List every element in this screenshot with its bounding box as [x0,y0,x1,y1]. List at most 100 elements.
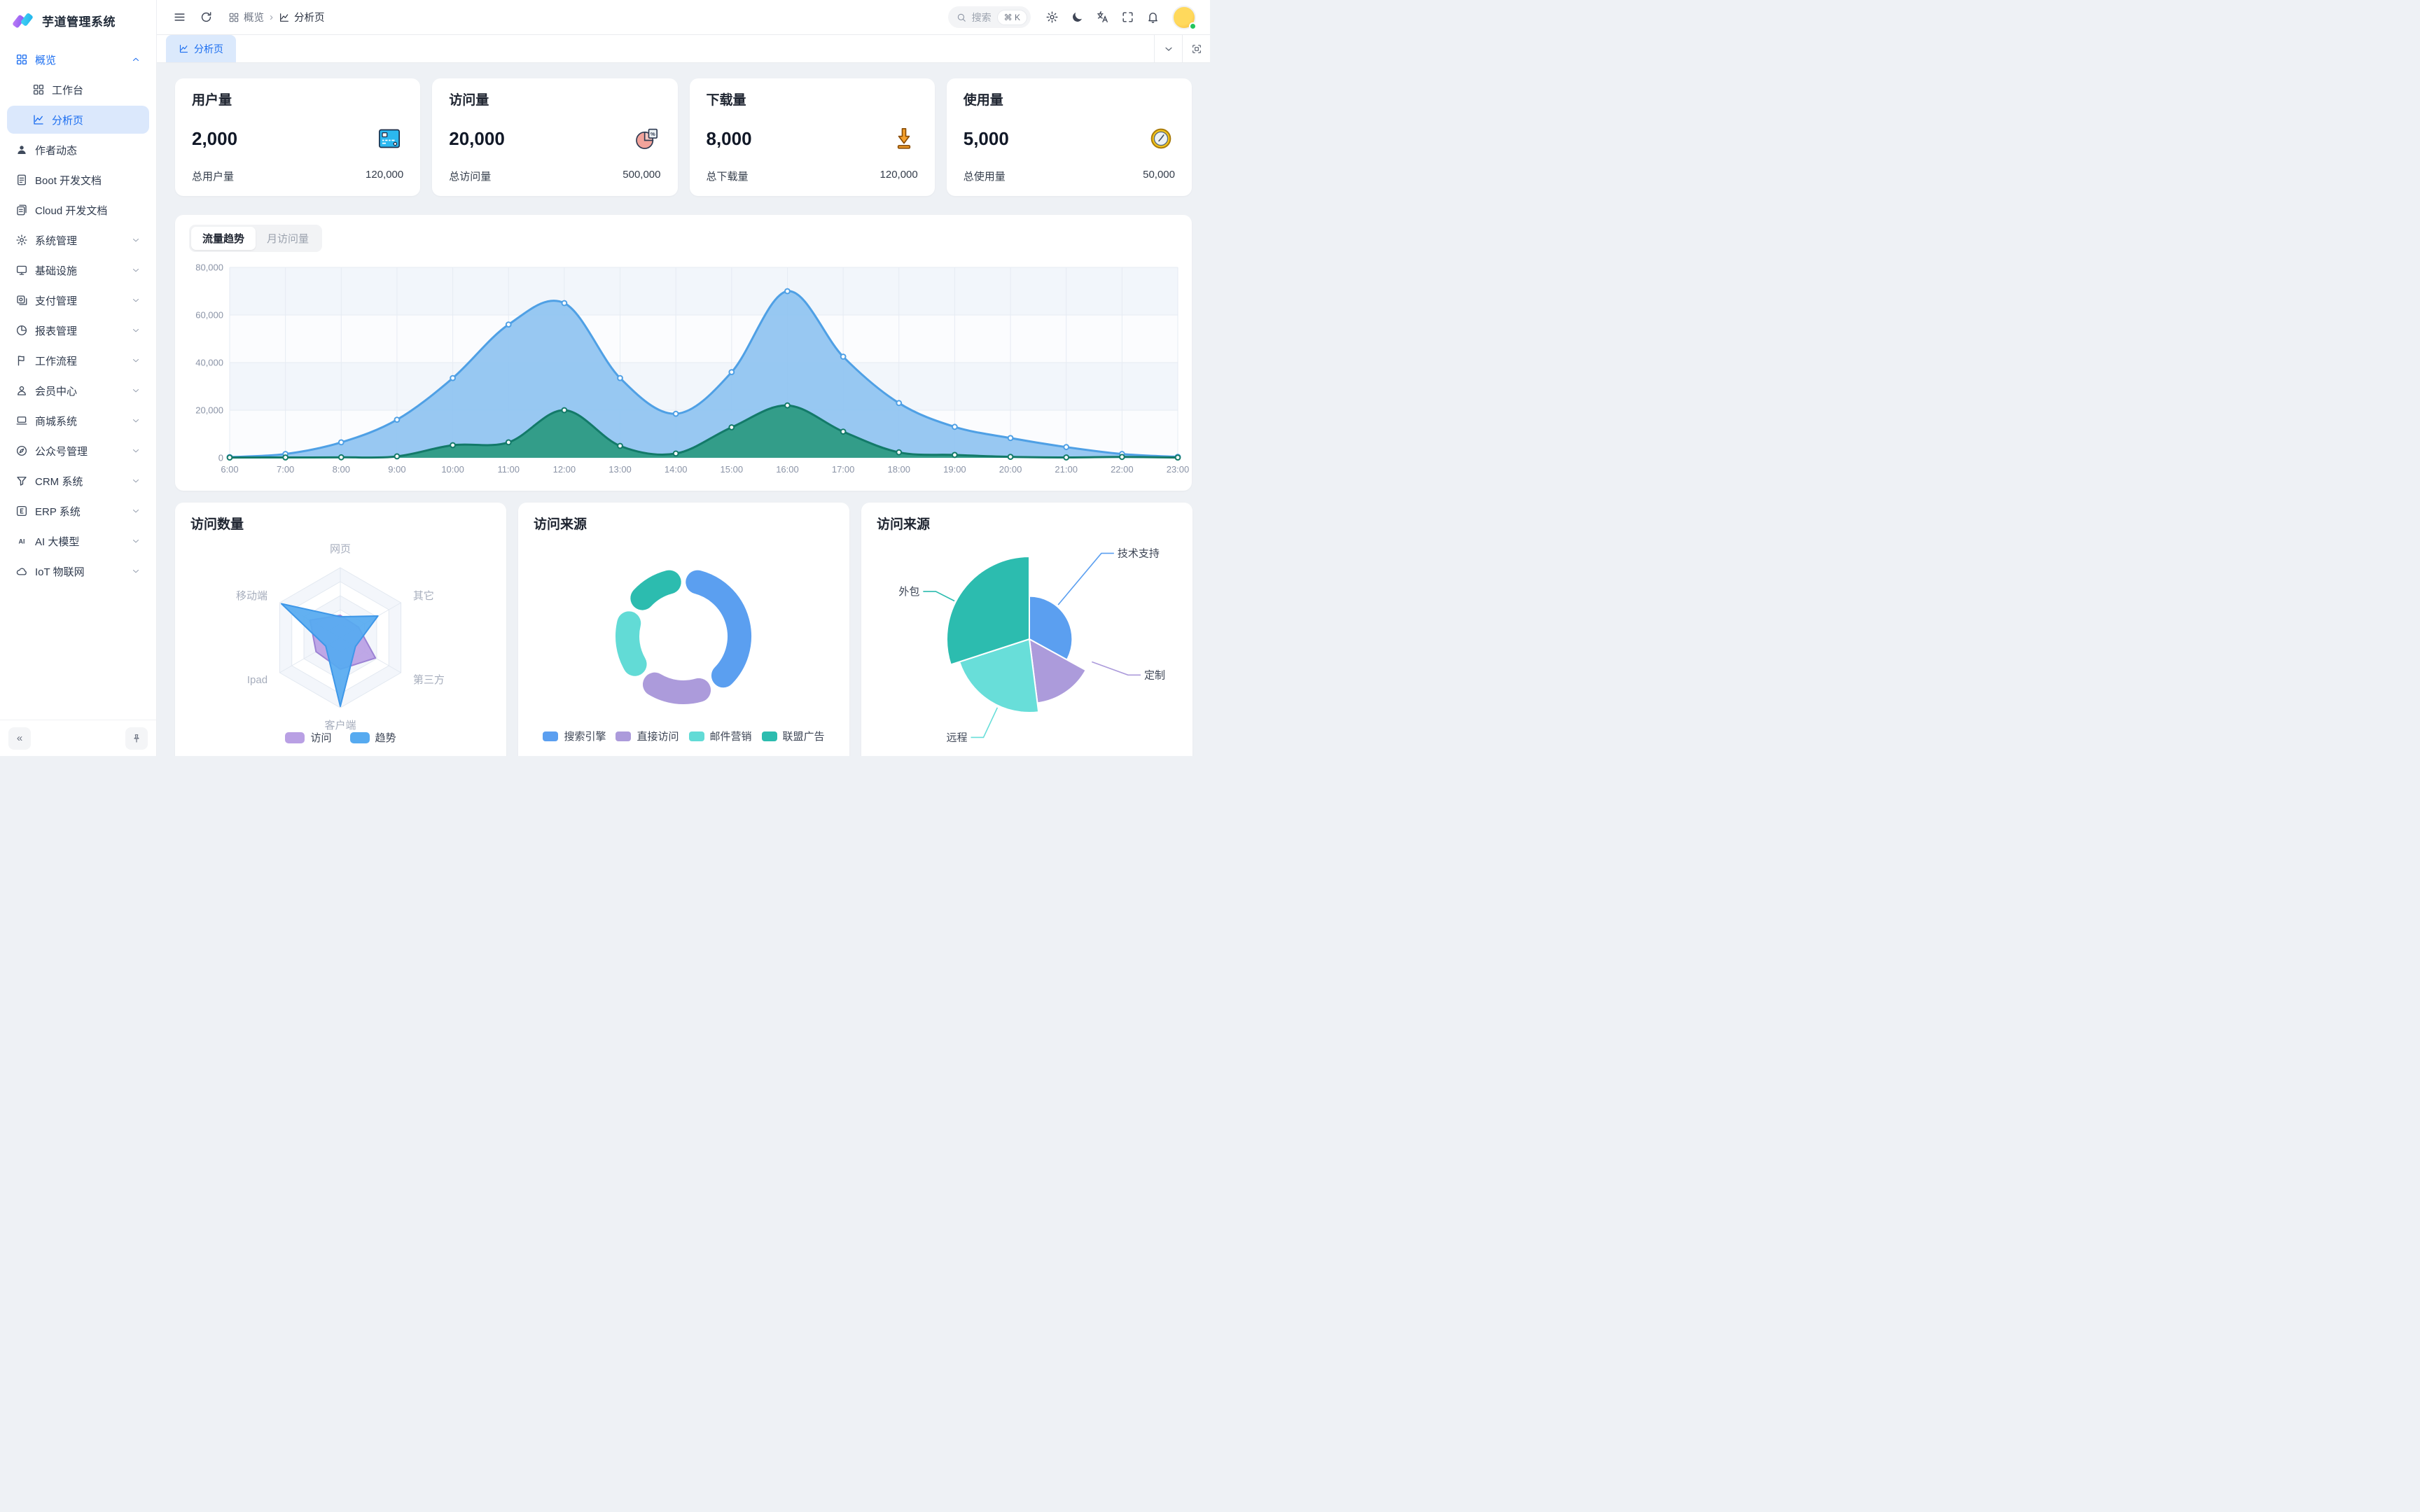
stat-value: 20,000 [449,127,505,149]
search-icon [957,13,966,22]
stat-value: 5,000 [963,127,1009,149]
stat-footer-value: 50,000 [1143,169,1175,181]
sidebar-item-IoT-物联网[interactable]: IoT 物联网 [7,557,149,585]
fullscreen-icon [1121,10,1134,24]
sidebar-item-label: 会员中心 [35,385,78,398]
menu-toggle-button[interactable] [168,6,190,29]
svg-text:17:00: 17:00 [832,464,855,475]
sidebar-item-ERP-系统[interactable]: ERP 系统 [7,497,149,525]
sidebar-item-系统管理[interactable]: 系统管理 [7,226,149,254]
sidebar-item-分析页[interactable]: 分析页 [7,106,149,134]
breadcrumb: 概览 › 分析页 [228,10,325,24]
sidebar-item-label: 公众号管理 [35,445,88,458]
notifications-button[interactable] [1141,6,1164,29]
svg-text:40,000: 40,000 [195,358,223,368]
sidebar-collapse-button[interactable]: « [8,727,31,750]
sidebar-item-AI-大模型[interactable]: AI AI 大模型 [7,527,149,555]
svg-text:第三方: 第三方 [413,673,445,686]
svg-text:%: % [650,131,655,137]
chart-icon [32,113,45,126]
monitor-icon [15,264,28,276]
hamburger-icon [173,10,186,24]
iot-icon [15,565,28,578]
settings-button[interactable] [1041,6,1063,29]
legend-item-搜索引擎[interactable]: 搜索引擎 [543,729,606,743]
legend-item-直接访问[interactable]: 直接访问 [616,729,679,743]
sidebar-item-label: 系统管理 [35,234,78,247]
refresh-button[interactable] [195,6,217,29]
stat-cards-row: 用户量 2,000 总用户量 120,000 访问量 20,000% 总访问量 500,000… [175,78,1192,196]
logo[interactable]: 芋道管理系统 [0,0,156,41]
legend-item-邮件营销[interactable]: 邮件营销 [688,729,752,743]
legend-item-趋势[interactable]: 趋势 [349,730,396,745]
erp-icon [15,505,28,517]
stat-card-使用量: 使用量 5,000 总使用量 50,000 [946,78,1192,196]
sidebar-item-基础设施[interactable]: 基础设施 [7,256,149,284]
maximize-content-button[interactable] [1182,35,1210,62]
online-status-dot [1189,22,1197,30]
legend-label: 搜索引擎 [564,731,606,743]
legend-item-联盟广告[interactable]: 联盟广告 [761,729,825,743]
breadcrumb-label: 分析页 [294,13,325,24]
stat-footer-label: 总用户量 [192,171,235,183]
card-title: 访问来源 [534,517,587,532]
sidebar-item-label: ERP 系统 [35,505,81,518]
svg-text:20,000: 20,000 [195,405,223,416]
shop-icon [15,414,28,427]
dark-mode-button[interactable] [1066,6,1088,29]
tabs-dropdown-button[interactable] [1154,35,1182,62]
chevron-down-icon [131,446,141,456]
legend-label: 邮件营销 [709,731,752,743]
traffic-trend-area-chart: 0 20,000 40,000 60,000 80,000 6:00 7:00 8:00 9:0… [195,262,1189,475]
breadcrumb-item-overview[interactable]: 概览 [228,10,264,24]
sidebar-item-商城系统[interactable]: 商城系统 [7,407,149,435]
radar-legend: 访问 趋势 [190,730,491,745]
sidebar-item-label: 分析页 [52,114,84,127]
chevron-down-icon [131,235,141,245]
svg-text:技术支持: 技术支持 [1118,547,1160,559]
sidebar-item-公众号管理[interactable]: 公众号管理 [7,437,149,465]
chevron-down-icon [131,265,141,275]
svg-text:客户端: 客户端 [324,720,356,732]
maximize-icon [1191,43,1202,55]
fullscreen-button[interactable] [1116,6,1139,29]
sidebar-item-工作流程[interactable]: 工作流程 [7,346,149,374]
sidebar-item-Boot-开发文档[interactable]: Boot 开发文档 [7,166,149,194]
traffic-trend-card: 流量趋势 月访问量 0 20,000 40,000 60,000 80,000 6:00 7… [175,215,1192,491]
breadcrumb-item-analysis[interactable]: 分析页 [279,10,325,24]
topbar-actions: 搜索 ⌘ K [947,5,1197,30]
svg-text:远程: 远程 [946,732,967,743]
sidebar-item-作者动态[interactable]: 作者动态 [7,136,149,164]
pie-doc-icon: % [633,125,661,153]
sidebar-item-label: 报表管理 [35,325,78,337]
page-content: 用户量 2,000 总用户量 120,000 访问量 20,000% 总访问量 500,000… [157,63,1210,756]
sidebar-item-label: Cloud 开发文档 [35,204,108,217]
sidebar-item-会员中心[interactable]: 会员中心 [7,377,149,405]
sidebar-item-支付管理[interactable]: 支付管理 [7,286,149,314]
segment-traffic-trend[interactable]: 流量趋势 [191,227,256,250]
sidebar-item-工作台[interactable]: 工作台 [7,76,149,104]
svg-text:定制: 定制 [1144,669,1165,681]
stat-title: 下载量 [706,93,746,108]
svg-text:12:00: 12:00 [553,464,576,475]
legend-swatch [349,732,370,743]
language-button[interactable] [1091,6,1113,29]
tab-analysis-page[interactable]: 分析页 [166,35,236,62]
sidebar-pin-button[interactable] [125,727,148,750]
search-input[interactable]: 搜索 ⌘ K [947,6,1031,28]
sidebar-item-Cloud-开发文档[interactable]: Cloud 开发文档 [7,196,149,224]
card-title: 访问数量 [190,517,244,532]
legend-item-访问[interactable]: 访问 [285,730,332,745]
sidebar-item-概览[interactable]: 概览 [7,46,149,74]
sidebar-item-CRM-系统[interactable]: CRM 系统 [7,467,149,495]
sidebar-item-报表管理[interactable]: 报表管理 [7,316,149,344]
user-avatar[interactable] [1172,5,1197,30]
stat-footer-value: 120,000 [879,169,918,181]
chevron-down-icon [1163,43,1174,55]
bottom-cards-row: 访问数量 网页 其它 第三方 客户端 Ipad 移动端 访问 趋势 访问来源 搜索引擎 直接访… [175,503,1192,756]
sidebar-item-label: 商城系统 [35,415,78,428]
segment-monthly-visits[interactable]: 月访问量 [267,233,310,245]
payment-icon [15,294,28,307]
stat-value: 8,000 [706,127,752,149]
